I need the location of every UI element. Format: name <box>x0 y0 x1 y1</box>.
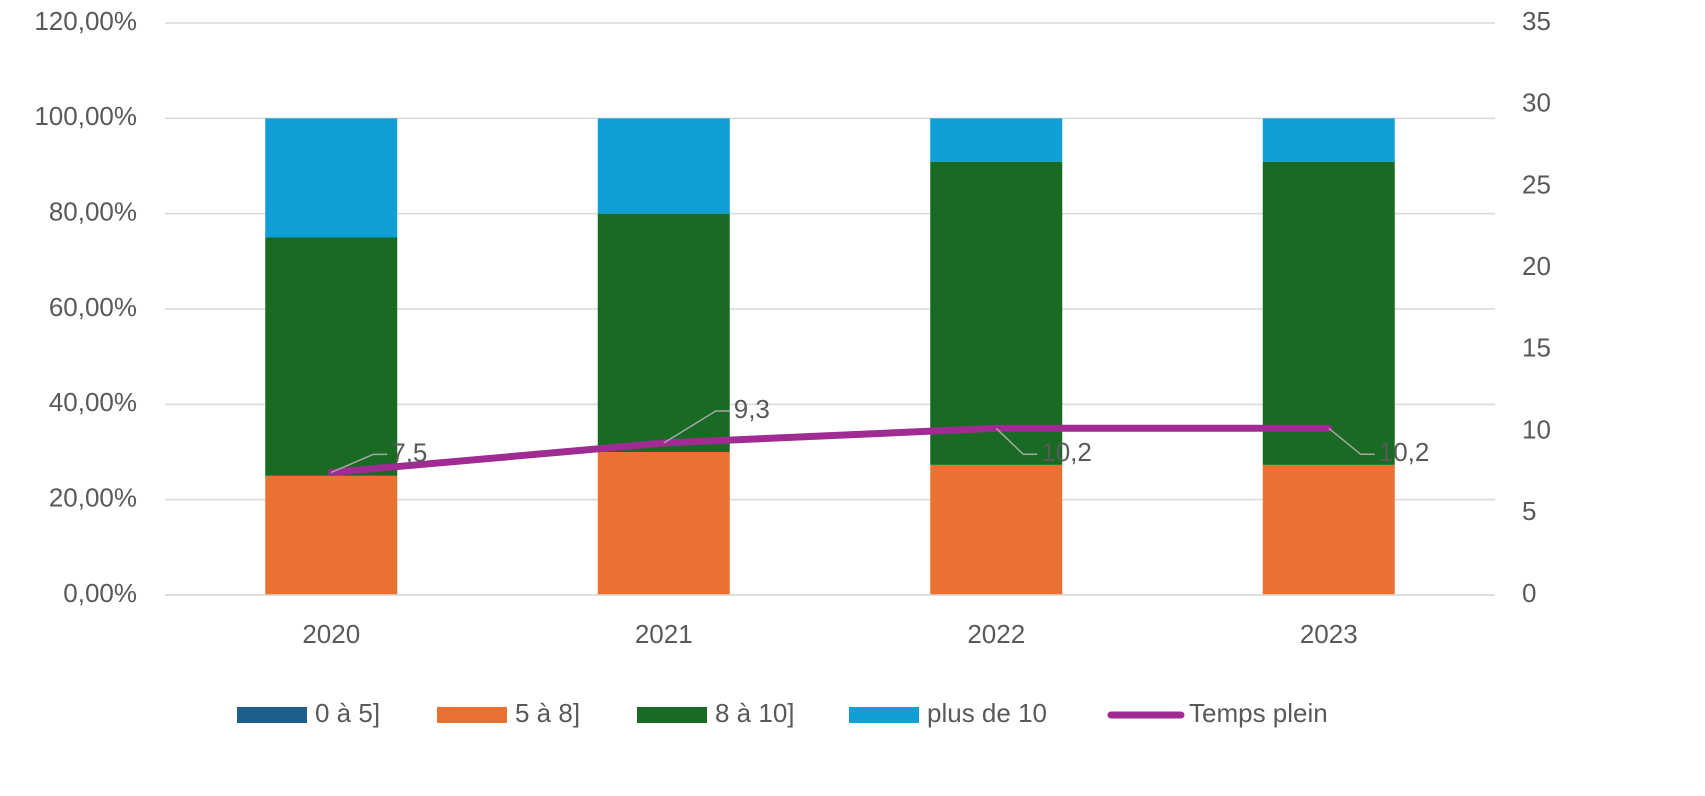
y2-tick-label: 0 <box>1522 578 1536 608</box>
data-label: 9,3 <box>734 394 770 424</box>
legend-label: 8 à 10] <box>715 698 795 728</box>
legend-label: 0 à 5] <box>315 698 380 728</box>
y2-tick-label: 20 <box>1522 251 1551 281</box>
bar-segment <box>265 237 398 476</box>
bar-segment <box>1262 464 1395 595</box>
legend-swatch <box>637 707 707 723</box>
bar-segment <box>930 118 1063 162</box>
y2-tick-label: 10 <box>1522 414 1551 444</box>
legend-label: Temps plein <box>1189 698 1328 728</box>
data-label: 10,2 <box>1379 437 1430 467</box>
data-label: 7,5 <box>391 437 427 467</box>
x-tick-label: 2023 <box>1300 619 1358 649</box>
bar-segment <box>1262 161 1395 465</box>
label-leader <box>330 453 388 474</box>
x-tick-label: 2021 <box>635 619 693 649</box>
y2-tick-label: 35 <box>1522 6 1551 36</box>
bar-segment <box>930 464 1063 595</box>
line <box>327 424 1333 476</box>
bar-segment <box>597 452 730 595</box>
label-leader <box>1328 427 1375 456</box>
label-leader <box>995 427 1038 456</box>
bar-segment <box>265 118 398 238</box>
bar-segment <box>597 118 730 214</box>
legend-swatch <box>849 707 919 723</box>
y2-tick-label: 5 <box>1522 496 1536 526</box>
bar-segment <box>930 161 1063 465</box>
legend-label: plus de 10 <box>927 698 1047 728</box>
y-tick-label: 20,00% <box>49 483 137 513</box>
y2-tick-label: 25 <box>1522 169 1551 199</box>
legend-swatch <box>237 707 307 723</box>
y-tick-label: 40,00% <box>49 387 137 417</box>
data-label: 10,2 <box>1041 437 1092 467</box>
x-tick-label: 2020 <box>302 619 360 649</box>
legend-swatch <box>437 707 507 723</box>
bar-segment <box>265 475 398 595</box>
y-tick-label: 80,00% <box>49 197 137 227</box>
y-tick-label: 60,00% <box>49 292 137 322</box>
bar-segment <box>597 213 730 452</box>
y2-tick-label: 30 <box>1522 88 1551 118</box>
y2-tick-label: 15 <box>1522 333 1551 363</box>
y-tick-label: 120,00% <box>34 6 137 36</box>
y-tick-label: 100,00% <box>34 101 137 131</box>
y-tick-label: 0,00% <box>63 578 137 608</box>
x-tick-label: 2022 <box>967 619 1025 649</box>
bar-segment <box>1262 118 1395 162</box>
label-leader <box>663 410 730 444</box>
legend-label: 5 à 8] <box>515 698 580 728</box>
